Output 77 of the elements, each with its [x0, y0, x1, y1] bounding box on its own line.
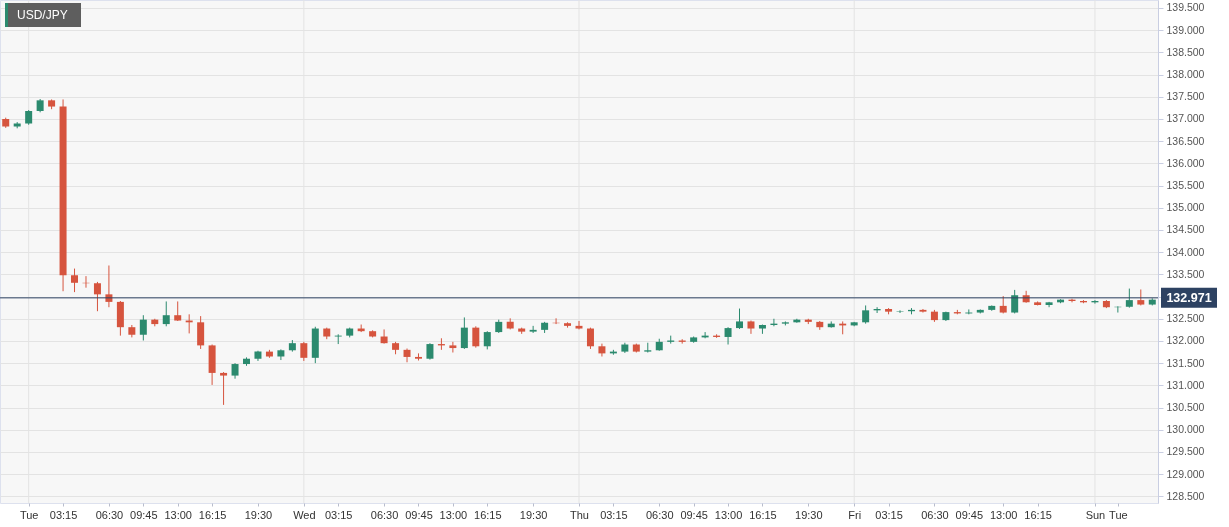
y-tick-label: 130.500	[1166, 401, 1205, 414]
y-tick-label: 129.000	[1166, 467, 1205, 480]
x-tick-label: 09:45	[955, 508, 984, 521]
candlestick	[220, 371, 228, 406]
y-tick-label: 134.000	[1166, 245, 1205, 258]
x-tick-label: Tue	[19, 508, 39, 521]
x-tick-label: 06:30	[95, 508, 124, 521]
candlestick	[139, 314, 147, 342]
candlestick	[896, 309, 904, 314]
candlestick	[460, 316, 468, 350]
x-tick-label: 13:00	[714, 508, 743, 521]
y-tick-label: 135.500	[1166, 179, 1205, 192]
candlestick	[71, 268, 79, 293]
candlestick	[472, 325, 480, 349]
x-tick-label: 03:15	[875, 508, 903, 521]
x-tick-label: 13:00	[439, 508, 468, 521]
candlestick	[334, 333, 342, 345]
x-tick-label: 09:45	[130, 508, 158, 521]
y-tick-label: 136.500	[1166, 134, 1205, 147]
y-tick-label: 132.500	[1166, 312, 1205, 325]
x-tick-label: 16:15	[749, 508, 777, 521]
x-tick-label: 13:00	[164, 508, 192, 521]
candlestick	[862, 304, 870, 325]
candlestick	[736, 308, 744, 330]
y-tick-label: 129.500	[1166, 445, 1205, 458]
candlestick	[724, 326, 732, 346]
x-tick-label: 16:15	[474, 508, 502, 521]
x-tick-label: Wed	[293, 508, 316, 521]
y-tick-label: 134.500	[1166, 223, 1205, 236]
y-tick-label: 131.000	[1166, 378, 1205, 391]
y-tick-label: 136.000	[1166, 156, 1205, 169]
x-tick-label: 19:30	[519, 508, 548, 521]
x-tick-label: Thu	[570, 508, 589, 521]
x-tick-label: 19:30	[795, 508, 823, 521]
candlestick	[162, 300, 170, 327]
y-tick-label: 138.500	[1166, 45, 1205, 58]
candlestick	[1125, 288, 1133, 309]
x-tick-label: 19:30	[244, 508, 273, 521]
x-tick-label: 09:45	[680, 508, 708, 521]
candlestick	[586, 327, 594, 350]
x-tick-label: Tue	[1109, 508, 1128, 521]
candlestick	[449, 341, 457, 353]
y-tick-label: 137.500	[1166, 90, 1205, 103]
text: USD/JPY	[5, 3, 81, 27]
y-tick-label: 137.000	[1166, 112, 1205, 125]
candlestick	[93, 281, 101, 312]
y-tick-label: 139.500	[1166, 1, 1205, 14]
y-tick-label: 133.500	[1166, 267, 1205, 280]
x-tick-label: 06:30	[921, 508, 949, 521]
candlestick	[105, 264, 113, 308]
y-tick-label: 130.000	[1166, 423, 1205, 436]
x-tick-label: 16:15	[198, 508, 227, 521]
x-tick-label: Sun	[1085, 508, 1106, 521]
x-tick-label: 03:15	[600, 508, 628, 521]
y-tick-label: 139.000	[1166, 23, 1205, 36]
x-tick-label: 09:45	[405, 508, 433, 521]
x-tick-label: Fri	[848, 508, 862, 521]
candlestick	[529, 325, 537, 334]
candlestick	[174, 300, 182, 322]
candlestick	[197, 315, 205, 350]
y-tick-label: 131.500	[1166, 356, 1205, 369]
ref-line-label: 132.971	[1166, 290, 1212, 305]
x-tick-label: 13:00	[989, 508, 1018, 521]
x-tick-label: 03:15	[49, 508, 78, 521]
candlestick	[277, 348, 285, 361]
candlestick	[575, 320, 583, 330]
x-tick-label: 16:15	[1024, 508, 1052, 521]
x-tick-label: 06:30	[645, 508, 674, 521]
y-tick-label: 132.000	[1166, 334, 1205, 347]
x-tick-label: 06:30	[370, 508, 399, 521]
x-tick-label: 03:15	[324, 508, 353, 521]
y-tick-label: 138.000	[1166, 68, 1205, 81]
y-tick-label: 135.000	[1166, 201, 1205, 214]
y-tick-label: 128.500	[1166, 489, 1205, 502]
candlestick	[483, 330, 491, 350]
candlestick	[300, 341, 308, 362]
candlestick	[919, 308, 927, 314]
